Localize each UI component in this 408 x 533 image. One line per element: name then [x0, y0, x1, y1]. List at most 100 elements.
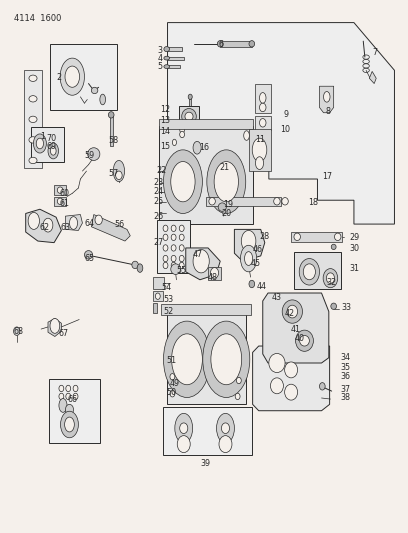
- Text: 32: 32: [326, 278, 336, 287]
- Bar: [291, 232, 342, 241]
- Ellipse shape: [57, 198, 63, 205]
- Text: 48: 48: [208, 273, 218, 282]
- Ellipse shape: [331, 303, 337, 310]
- Bar: [162, 304, 251, 316]
- Text: 41: 41: [291, 325, 301, 334]
- Ellipse shape: [115, 171, 122, 180]
- Ellipse shape: [303, 264, 315, 280]
- Ellipse shape: [244, 131, 249, 140]
- Ellipse shape: [175, 414, 193, 443]
- Bar: [167, 65, 180, 68]
- Text: 62: 62: [40, 223, 50, 232]
- Ellipse shape: [294, 233, 300, 240]
- Ellipse shape: [100, 94, 106, 105]
- Circle shape: [13, 327, 20, 335]
- Polygon shape: [186, 248, 220, 280]
- Ellipse shape: [323, 269, 338, 288]
- Ellipse shape: [285, 384, 297, 400]
- Bar: [24, 70, 42, 168]
- Text: 58: 58: [109, 136, 118, 146]
- Bar: [153, 277, 164, 289]
- Text: 42: 42: [285, 309, 295, 318]
- Text: 30: 30: [349, 244, 359, 253]
- Ellipse shape: [88, 148, 100, 160]
- Bar: [54, 185, 66, 195]
- Circle shape: [163, 262, 168, 269]
- Ellipse shape: [185, 112, 193, 120]
- Text: 31: 31: [349, 264, 359, 273]
- Bar: [31, 127, 64, 161]
- Polygon shape: [253, 346, 330, 411]
- Text: 40: 40: [295, 334, 305, 343]
- Ellipse shape: [173, 139, 176, 146]
- Ellipse shape: [244, 252, 253, 265]
- Ellipse shape: [282, 198, 288, 205]
- Ellipse shape: [326, 273, 335, 284]
- Ellipse shape: [249, 280, 255, 288]
- Ellipse shape: [28, 213, 40, 229]
- Text: 36: 36: [340, 372, 350, 381]
- Ellipse shape: [29, 137, 37, 143]
- Bar: [167, 56, 184, 60]
- Text: 37: 37: [340, 385, 350, 394]
- Ellipse shape: [252, 138, 267, 161]
- Text: 23: 23: [153, 178, 163, 187]
- Ellipse shape: [137, 264, 143, 272]
- Ellipse shape: [214, 161, 238, 202]
- Bar: [167, 312, 246, 405]
- Text: 17: 17: [322, 172, 333, 181]
- Text: 6: 6: [218, 41, 223, 50]
- Ellipse shape: [164, 46, 170, 52]
- Ellipse shape: [113, 160, 124, 182]
- Text: 9: 9: [283, 110, 288, 119]
- Ellipse shape: [51, 147, 56, 155]
- Ellipse shape: [177, 435, 190, 453]
- Text: 19: 19: [224, 200, 233, 209]
- Text: 15: 15: [161, 142, 171, 151]
- Ellipse shape: [164, 64, 170, 69]
- Ellipse shape: [29, 95, 37, 102]
- Ellipse shape: [282, 300, 302, 323]
- Bar: [50, 44, 117, 110]
- Circle shape: [163, 245, 168, 251]
- Ellipse shape: [211, 334, 242, 385]
- Text: 66: 66: [68, 395, 78, 404]
- Circle shape: [236, 377, 241, 384]
- Circle shape: [179, 255, 184, 262]
- Ellipse shape: [84, 251, 93, 259]
- Polygon shape: [65, 215, 82, 230]
- Ellipse shape: [59, 399, 67, 413]
- Bar: [163, 407, 252, 455]
- Text: 8: 8: [326, 107, 330, 116]
- Circle shape: [66, 393, 71, 400]
- Text: 13: 13: [161, 116, 171, 125]
- Text: 21: 21: [220, 164, 230, 172]
- Ellipse shape: [188, 94, 192, 100]
- Circle shape: [163, 234, 168, 240]
- Circle shape: [179, 234, 184, 240]
- Text: 2: 2: [56, 73, 61, 82]
- Ellipse shape: [193, 249, 209, 273]
- Text: 68: 68: [13, 327, 24, 336]
- Text: 7: 7: [372, 49, 377, 58]
- Ellipse shape: [209, 198, 215, 205]
- Text: 70: 70: [47, 134, 56, 143]
- Text: 57: 57: [109, 168, 119, 177]
- Bar: [255, 116, 271, 130]
- Ellipse shape: [331, 244, 336, 249]
- Bar: [255, 84, 271, 113]
- Ellipse shape: [36, 138, 44, 149]
- Text: 38: 38: [340, 393, 350, 402]
- Text: 28: 28: [259, 232, 269, 241]
- Text: 1: 1: [40, 132, 45, 141]
- Ellipse shape: [259, 118, 266, 127]
- Ellipse shape: [240, 245, 257, 272]
- Text: 52: 52: [164, 307, 174, 316]
- Bar: [157, 220, 190, 273]
- Bar: [167, 47, 182, 51]
- Text: 59: 59: [85, 151, 95, 160]
- Bar: [294, 252, 341, 289]
- Circle shape: [235, 393, 240, 400]
- Text: 25: 25: [153, 197, 163, 206]
- Ellipse shape: [33, 134, 47, 153]
